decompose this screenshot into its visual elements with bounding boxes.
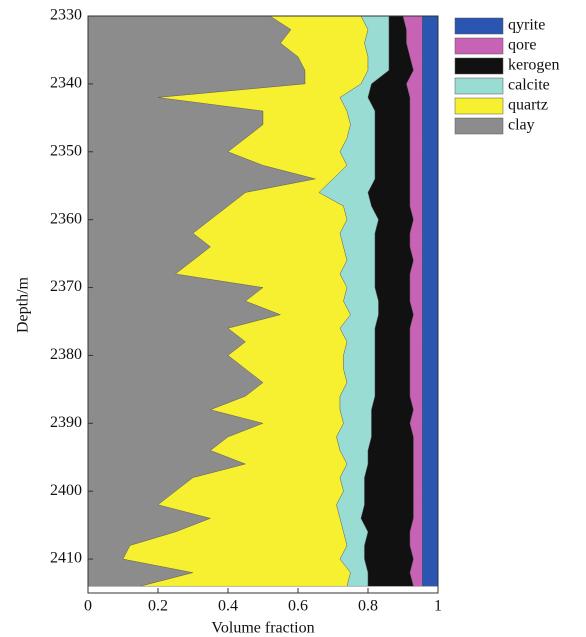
y-tick-label: 2400: [50, 482, 82, 499]
y-tick-label: 2340: [50, 75, 82, 92]
y-tick-label: 2350: [50, 142, 82, 159]
x-tick-label: 0: [84, 598, 92, 615]
legend-label: kerogen: [508, 57, 560, 74]
legend-swatch: [454, 117, 504, 135]
y-tick-label: 2360: [50, 210, 82, 227]
legend-label: clay: [508, 117, 535, 134]
legend-label: quartz: [508, 97, 548, 114]
x-axis-title: Volume fraction: [211, 620, 314, 637]
legend-label: qyrite: [508, 17, 545, 34]
legend-swatch: [454, 37, 504, 55]
x-tick-label: 1: [434, 598, 442, 615]
y-tick-label: 2390: [50, 414, 82, 431]
x-tick-label: 0.2: [148, 598, 168, 615]
legend-swatch: [454, 97, 504, 115]
legend-swatch: [454, 57, 504, 75]
x-tick-label: 0.4: [218, 598, 238, 615]
plot-frame: [87, 15, 439, 594]
legend-label: calcite: [508, 77, 550, 94]
x-tick-label: 0.8: [358, 598, 378, 615]
y-tick-label: 2410: [50, 550, 82, 567]
legend-swatch: [454, 17, 504, 35]
y-axis-title: Depth/m: [15, 276, 32, 333]
legend-swatch: [454, 77, 504, 95]
x-tick-label: 0.6: [288, 598, 308, 615]
y-tick-label: 2380: [50, 346, 82, 363]
legend-label: qore: [508, 37, 536, 54]
y-tick-label: 2330: [50, 7, 82, 24]
y-tick-label: 2370: [50, 278, 82, 295]
area: [422, 15, 439, 587]
